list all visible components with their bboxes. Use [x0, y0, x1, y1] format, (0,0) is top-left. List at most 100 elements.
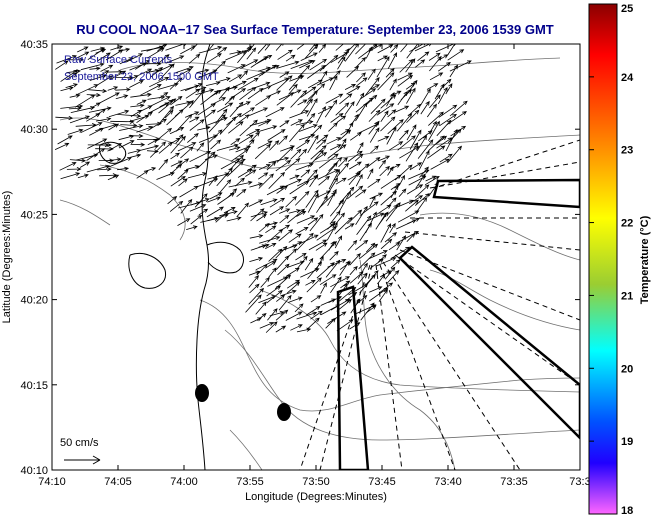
current-vector: [239, 107, 255, 118]
current-vector: [307, 134, 319, 154]
current-vector: [314, 152, 328, 161]
current-vector: [115, 75, 134, 80]
current-vector: [189, 151, 212, 163]
current-vector: [249, 107, 269, 116]
chart-title: RU COOL NOAA−17 Sea Surface Temperature:…: [76, 22, 554, 37]
current-vector: [386, 91, 395, 107]
current-vector: [349, 271, 364, 284]
current-vector: [158, 92, 169, 99]
current-vectors: [54, 44, 472, 333]
current-vector: [339, 93, 353, 105]
current-vector: [389, 78, 397, 91]
current-vector: [368, 250, 388, 260]
current-vector: [378, 288, 388, 302]
current-vector: [409, 129, 422, 150]
current-vector: [295, 120, 314, 126]
current-vector: [304, 124, 323, 142]
current-vector: [276, 294, 286, 302]
current-vector: [249, 234, 264, 239]
x-axis: 74:10 74:05 74:00 73:55 73:50 73:45 73:40 73:35…: [38, 44, 591, 488]
current-vector: [95, 117, 112, 122]
current-vector: [259, 322, 275, 329]
current-vector: [227, 160, 244, 177]
current-vector: [115, 87, 131, 92]
current-vector: [208, 175, 218, 187]
colorbar-tick-label: 20: [621, 363, 633, 375]
current-vector: [216, 143, 239, 151]
current-vector: [320, 70, 328, 81]
current-vector: [355, 189, 367, 198]
current-vector: [429, 55, 442, 72]
current-vector: [259, 236, 281, 244]
current-vector: [57, 135, 73, 145]
current-vector: [429, 94, 441, 109]
current-vector: [414, 193, 430, 206]
colorbar-tick-label: 22: [621, 218, 633, 230]
current-vector: [276, 60, 300, 69]
current-vector: [269, 206, 285, 216]
current-vector: [296, 232, 314, 251]
current-vector: [258, 164, 271, 170]
current-vector: [105, 49, 124, 61]
current-vector: [296, 255, 308, 270]
current-vector: [449, 60, 472, 72]
current-vector: [347, 185, 364, 200]
current-vector: [207, 196, 222, 203]
current-vector: [225, 50, 247, 61]
current-vector: [390, 44, 399, 53]
scale-label: 50 cm/s: [60, 437, 99, 449]
current-vector: [424, 176, 440, 186]
current-vector: [356, 72, 366, 83]
current-vector: [405, 58, 416, 73]
current-vector: [409, 162, 423, 171]
current-vector: [230, 148, 249, 162]
current-vector: [150, 67, 164, 78]
current-vector: [377, 136, 390, 142]
current-vector: [396, 113, 413, 132]
region-outline-southeast: [398, 245, 580, 440]
current-vector: [275, 309, 289, 321]
current-vector: [256, 263, 268, 276]
current-vector: [265, 261, 277, 269]
current-vector: [218, 179, 232, 194]
current-vector: [60, 69, 79, 82]
current-vector: [420, 100, 430, 115]
current-vector: [268, 267, 277, 278]
current-vector: [180, 198, 193, 214]
beam-line: [375, 264, 403, 470]
current-vector: [310, 295, 322, 303]
current-vector: [316, 134, 329, 144]
current-vector: [239, 70, 249, 80]
current-vector: [296, 44, 305, 50]
current-vector: [369, 195, 376, 208]
current-vector: [198, 208, 209, 216]
current-vector: [334, 235, 343, 249]
current-vector: [307, 217, 319, 226]
current-vector: [249, 44, 255, 50]
colorbar-tick-label: 21: [621, 290, 633, 302]
current-vector: [338, 190, 351, 213]
current-vector: [269, 140, 280, 151]
current-vector: [369, 127, 380, 143]
current-vector: [289, 123, 305, 143]
current-vector: [369, 84, 381, 90]
current-vector: [265, 225, 277, 234]
current-vector: [310, 310, 323, 320]
current-vector: [379, 165, 390, 177]
current-vector: [158, 98, 177, 114]
current-vector: [246, 164, 257, 172]
current-vector: [248, 270, 261, 276]
current-vector: [380, 190, 397, 206]
current-vector: [236, 188, 247, 198]
current-vector: [257, 140, 273, 149]
colorbar-tick-label: 23: [621, 145, 633, 157]
current-vector: [239, 119, 258, 137]
current-vector: [254, 143, 271, 160]
current-vector: [288, 233, 302, 243]
current-vector: [414, 59, 426, 68]
current-vector: [389, 90, 402, 97]
current-vector: [316, 262, 335, 279]
current-vector: [418, 150, 430, 171]
current-vector: [445, 83, 453, 95]
current-vector: [189, 204, 207, 212]
